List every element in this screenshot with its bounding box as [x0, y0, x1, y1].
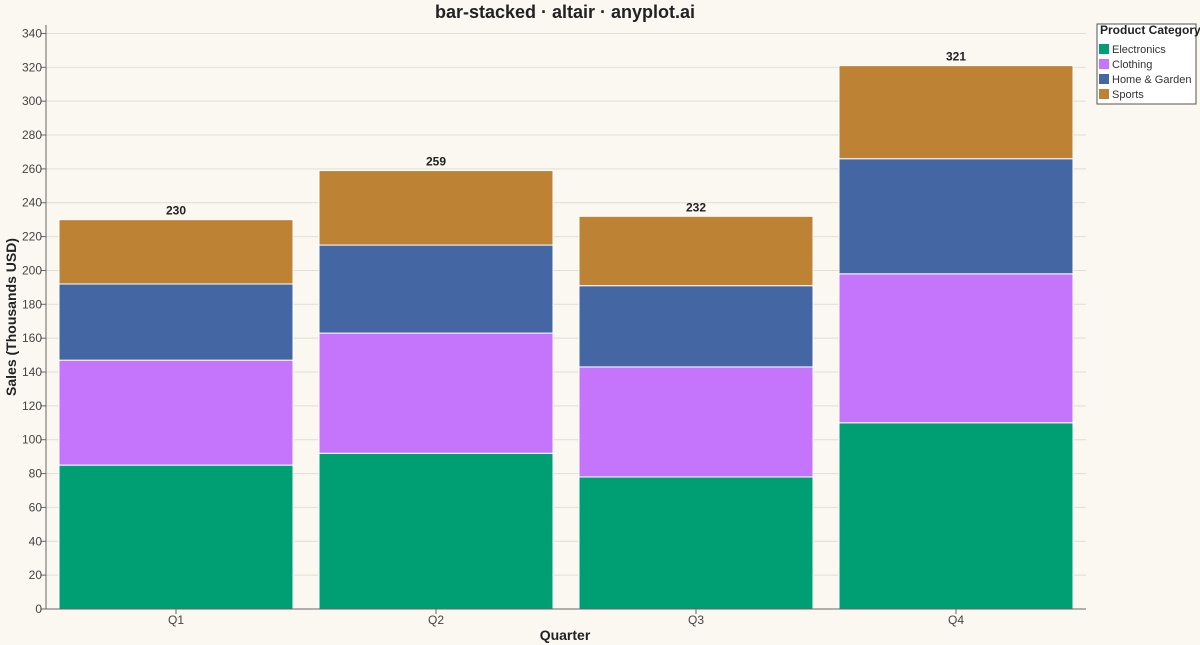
y-tick-label: 220 — [22, 230, 42, 244]
bar-segment-sports-q4 — [838, 65, 1074, 160]
y-tick-label: 320 — [22, 60, 42, 74]
legend-label: Home & Garden — [1112, 74, 1191, 86]
bar-segment-clothing-q3 — [578, 366, 814, 478]
bar-segment-clothing-q1 — [58, 359, 294, 466]
y-tick-label: 0 — [35, 602, 42, 616]
bar-segment-sports-q3 — [578, 215, 814, 287]
y-tick-label: 60 — [29, 500, 43, 514]
y-tick-label: 240 — [22, 196, 42, 210]
bar-segment-sports-q1 — [58, 219, 294, 285]
y-tick-label: 80 — [29, 467, 43, 481]
legend-swatch — [1099, 74, 1109, 84]
bar-total-label: 321 — [946, 50, 966, 64]
legend: Product Category Electronics Clothing Home … — [1096, 23, 1200, 105]
legend-label: Electronics — [1112, 44, 1166, 56]
y-tick-label: 40 — [29, 534, 43, 548]
bar-segment-home-garden-q1 — [58, 283, 294, 361]
bar-total-label: 232 — [686, 200, 706, 214]
x-tick-label: Q3 — [688, 613, 704, 627]
legend-label: Sports — [1112, 89, 1144, 101]
legend-box — [1096, 23, 1197, 105]
bar-total-label: 259 — [426, 155, 446, 169]
y-tick-label: 160 — [22, 331, 42, 345]
y-tick-label: 20 — [29, 568, 43, 582]
bar-segment-clothing-q2 — [318, 332, 554, 454]
x-tick-label: Q4 — [948, 613, 964, 627]
y-tick-label: 200 — [22, 263, 42, 277]
legend-swatch — [1099, 89, 1109, 99]
legend-swatch — [1099, 44, 1109, 54]
x-tick-label: Q1 — [168, 613, 184, 627]
y-tick-label: 300 — [22, 94, 42, 108]
axes: 0 20 40 60 80 100 120 140 160 180 200 220 240 260 280 3… — [22, 25, 1086, 627]
y-tick-label: 100 — [22, 433, 42, 447]
legend-swatch — [1099, 59, 1109, 69]
y-axis-title: Sales (Thousands USD) — [3, 238, 19, 396]
bars: 230 259 232 321 — [58, 50, 1074, 610]
x-axis-title: Quarter — [540, 627, 591, 643]
bar-segment-clothing-q4 — [838, 273, 1074, 424]
y-tick-label: 140 — [22, 365, 42, 379]
bar-total-label: 230 — [166, 204, 186, 218]
y-tick-label: 180 — [22, 297, 42, 311]
x-tick-label: Q2 — [428, 613, 444, 627]
bar-segment-electronics-q1 — [58, 464, 294, 610]
y-tick-label: 120 — [22, 399, 42, 413]
bar-segment-home-garden-q4 — [838, 158, 1074, 275]
bar-segment-home-garden-q3 — [578, 285, 814, 368]
bar-segment-electronics-q4 — [838, 422, 1074, 610]
bar-segment-electronics-q2 — [318, 452, 554, 610]
y-tick-label: 340 — [22, 26, 42, 40]
bar-segment-sports-q2 — [318, 170, 554, 246]
y-tick-label: 280 — [22, 128, 42, 142]
chart-title: bar-stacked · altair · anyplot.ai — [435, 2, 695, 22]
bar-segment-home-garden-q2 — [318, 244, 554, 334]
bar-segment-electronics-q3 — [578, 476, 814, 610]
legend-label: Clothing — [1112, 59, 1152, 71]
y-tick-label: 260 — [22, 162, 42, 176]
legend-title: Product Category — [1100, 23, 1200, 37]
